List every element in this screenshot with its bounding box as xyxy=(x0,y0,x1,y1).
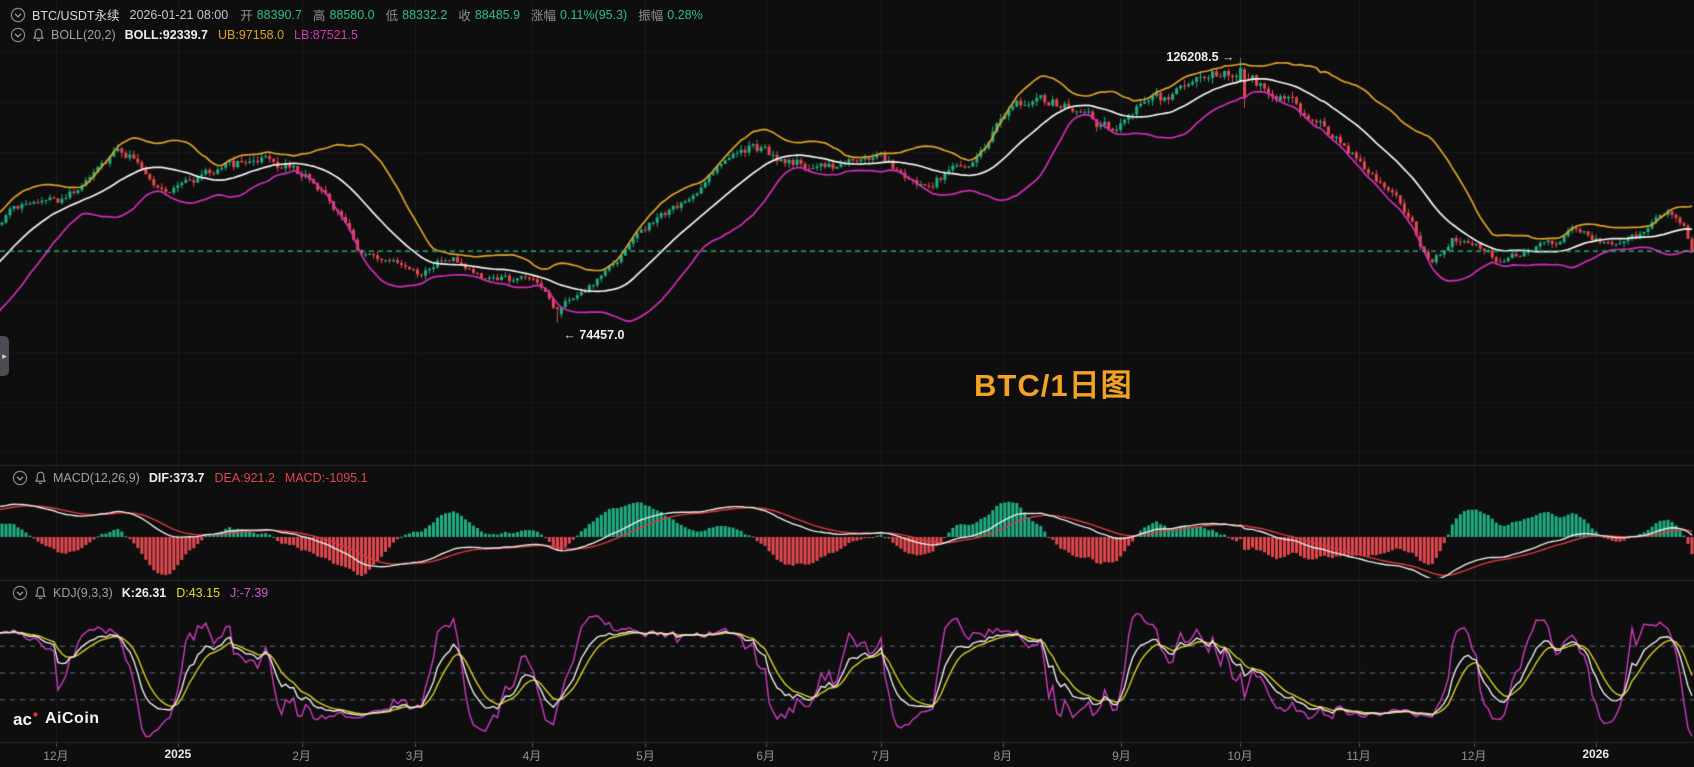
chart-watermark: BTC/1日图 xyxy=(974,368,1133,403)
high-label: 高 xyxy=(312,9,326,23)
x-axis-label: 4月 xyxy=(522,749,542,763)
arrow-right-icon: → xyxy=(1222,50,1235,64)
kdj-alert-button[interactable] xyxy=(34,586,47,600)
boll-alert-button[interactable] xyxy=(32,28,45,42)
x-axis-label: 2025 xyxy=(164,747,192,761)
chevron-down-circle-icon xyxy=(10,7,26,22)
macd-header-row: MACD(12,26,9) DIF:373.7 DEA:921.2 MACD:-… xyxy=(12,470,378,486)
x-axis-label: 12月 xyxy=(43,749,69,763)
time-axis: 12月 2025 2月 3月 4月 5月 6月 7月 8月 9月 10月 11月 12月 2026 xyxy=(0,745,1694,767)
x-axis-label: 2月 xyxy=(292,749,311,763)
chevron-right-icon: ▸ xyxy=(2,350,7,361)
svg-text:ac: ac xyxy=(13,710,32,729)
boll-header-row: BOLL(20,2) BOLL:92339.7 UB:97158.0 LB:87… xyxy=(10,27,368,43)
open-label: 开 xyxy=(240,9,253,23)
low-value: 88332.2 xyxy=(402,7,448,22)
x-axis-label: 3月 xyxy=(405,749,425,763)
boll-upper-value: UB:97158.0 xyxy=(218,28,285,42)
x-axis-label: 7月 xyxy=(871,749,891,763)
collapse-symbol-button[interactable] xyxy=(10,7,26,23)
macd-hist-value: MACD:-1095.1 xyxy=(284,471,368,485)
x-axis-label: 9月 xyxy=(1112,749,1131,763)
macd-alert-button[interactable] xyxy=(34,471,47,485)
kdj-d-value: D:43.15 xyxy=(176,586,221,600)
aicoin-logo-text: AiCoin xyxy=(45,710,100,727)
arrow-left-icon: ← xyxy=(563,328,576,342)
collapse-boll-button[interactable] xyxy=(10,27,26,43)
main-header-row: BTC/USDT永续 2026-01-21 08:00 开 88390.7 高 … xyxy=(10,5,714,24)
aicoin-logo-icon: ac xyxy=(13,710,38,729)
boll-mid-value: BOLL:92339.7 xyxy=(124,28,208,42)
kdj-j-value: J:-7.39 xyxy=(230,586,269,600)
macd-name-label: MACD(12,26,9) xyxy=(53,471,140,485)
open-value: 88390.7 xyxy=(256,7,302,22)
datetime-label: 2026-01-21 08:00 xyxy=(129,7,229,22)
x-axis-label: 5月 xyxy=(636,749,655,763)
high-price-annotation: 126208.5 → xyxy=(1166,50,1235,64)
x-axis-label: 6月 xyxy=(756,749,776,763)
x-axis-label: 12月 xyxy=(1461,749,1487,763)
collapse-kdj-button[interactable] xyxy=(12,585,28,601)
boll-name-label: BOLL(20,2) xyxy=(51,28,116,42)
boll-lower-value: LB:87521.5 xyxy=(294,28,358,42)
symbol-label: BTC/USDT永续 xyxy=(32,9,120,23)
bell-icon xyxy=(33,28,44,42)
amplitude-label: 振幅 xyxy=(638,9,664,23)
kdj-k-value: K:26.31 xyxy=(121,586,167,600)
change-value: 0.11%(95.3) xyxy=(560,7,628,22)
close-value: 88485.9 xyxy=(474,7,521,22)
panel-expand-handle[interactable]: ▸ xyxy=(0,336,9,376)
kdj-header-row: KDJ(9,3,3) K:26.31 D:43.15 J:-7.39 xyxy=(12,585,278,601)
x-axis-label: 8月 xyxy=(993,749,1013,763)
bell-icon xyxy=(35,471,46,485)
x-axis-label: 11月 xyxy=(1346,749,1371,763)
chevron-down-circle-icon xyxy=(12,470,28,486)
x-axis-label: 10月 xyxy=(1227,749,1253,763)
aicoin-logo: ac AiCoin xyxy=(13,709,100,729)
change-label: 涨幅 xyxy=(531,9,557,23)
collapse-macd-button[interactable] xyxy=(12,470,28,486)
chevron-down-circle-icon xyxy=(12,585,28,601)
macd-dea-value: DEA:921.2 xyxy=(214,471,275,485)
amplitude-value: 0.28% xyxy=(667,7,703,22)
kdj-name-label: KDJ(9,3,3) xyxy=(53,586,113,600)
close-label: 收 xyxy=(458,9,471,23)
macd-dif-value: DIF:373.7 xyxy=(148,471,205,485)
low-price-annotation: ← 74457.0 xyxy=(563,328,625,342)
high-value: 88580.0 xyxy=(329,7,375,22)
x-axis-label: 2026 xyxy=(1582,747,1610,761)
low-label: 低 xyxy=(385,9,399,23)
chevron-down-circle-icon xyxy=(10,27,26,43)
bell-icon xyxy=(35,586,46,600)
